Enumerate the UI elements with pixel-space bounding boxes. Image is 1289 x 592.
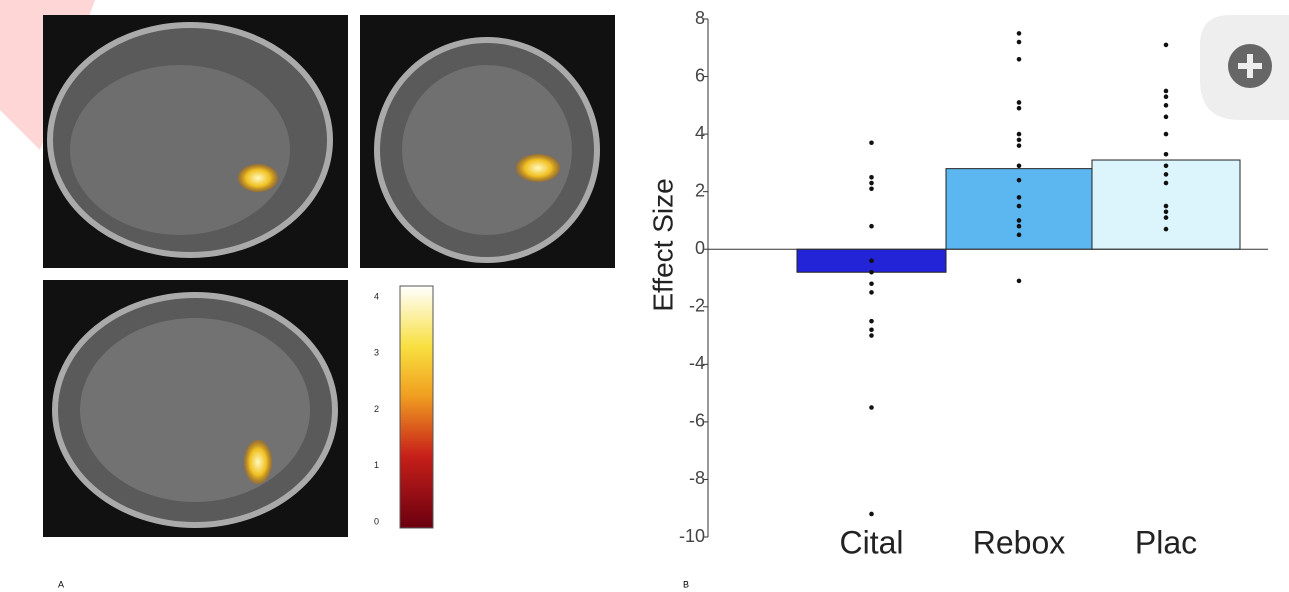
- data-point: [1017, 279, 1022, 284]
- data-point: [1164, 215, 1169, 220]
- data-point: [869, 258, 874, 263]
- x-tick-label: Rebox: [973, 524, 1066, 560]
- figure: A B Effect Size 0 1 2 3 4 -10 -8 -6 -4 -2 0 2 4 6 8 Cit…: [0, 0, 1289, 592]
- mri-sagittal: [43, 15, 348, 268]
- colorbar-tick-label: 3: [374, 348, 379, 358]
- mri-axial: [43, 280, 348, 537]
- y-tick-label: -10: [679, 526, 705, 546]
- colorbar-tick-label: 2: [374, 404, 379, 414]
- data-point: [1017, 57, 1022, 62]
- y-tick-label: 6: [695, 65, 705, 85]
- data-point: [869, 290, 874, 295]
- data-point: [1164, 152, 1169, 157]
- data-point: [869, 333, 874, 338]
- data-point: [1017, 143, 1022, 148]
- data-point: [1017, 224, 1022, 229]
- y-tick-label: -6: [689, 411, 705, 431]
- data-point: [1017, 31, 1022, 36]
- data-point: [1017, 40, 1022, 45]
- data-point: [869, 328, 874, 333]
- y-tick-label: 2: [695, 180, 705, 200]
- data-point: [869, 175, 874, 180]
- y-tick-label: 8: [695, 8, 705, 28]
- y-tick-label: 0: [695, 238, 705, 258]
- data-point: [869, 512, 874, 517]
- data-point: [1164, 43, 1169, 48]
- data-point: [1017, 132, 1022, 137]
- y-tick-label: -8: [689, 468, 705, 488]
- x-tick-label: Cital: [839, 524, 903, 560]
- data-point: [869, 405, 874, 410]
- data-point: [1164, 210, 1169, 215]
- y-axis-label: Effect Size: [647, 178, 678, 311]
- colorbar-tick-label: 1: [374, 460, 379, 470]
- y-tick-label: 4: [695, 123, 705, 143]
- data-point: [1017, 195, 1022, 200]
- data-point: [869, 224, 874, 229]
- data-point: [1164, 132, 1169, 137]
- data-point: [1017, 204, 1022, 209]
- y-tick-label: -2: [689, 296, 705, 316]
- data-point: [1164, 89, 1169, 94]
- data-point: [1164, 163, 1169, 168]
- data-point: [1164, 227, 1169, 232]
- data-point: [869, 281, 874, 286]
- mri-coronal: [360, 15, 615, 268]
- x-tick-label: Plac: [1135, 524, 1197, 560]
- data-point: [869, 181, 874, 186]
- data-point: [1017, 218, 1022, 223]
- panel-label: B: [683, 579, 689, 589]
- data-point: [1164, 103, 1169, 108]
- data-point: [1017, 178, 1022, 183]
- data-point: [1164, 94, 1169, 99]
- data-point: [869, 319, 874, 324]
- panel-label: A: [58, 579, 64, 589]
- data-point: [869, 186, 874, 191]
- data-point: [1164, 204, 1169, 209]
- data-point: [1017, 138, 1022, 143]
- data-point: [1164, 172, 1169, 177]
- y-tick-label: -4: [689, 353, 705, 373]
- data-point: [1164, 115, 1169, 120]
- data-point: [869, 270, 874, 275]
- data-point: [1017, 163, 1022, 168]
- colorbar-tick-label: 0: [374, 516, 379, 526]
- data-point: [1017, 106, 1022, 111]
- colorbar: [400, 286, 433, 528]
- data-point: [1017, 100, 1022, 105]
- data-point: [1164, 181, 1169, 186]
- colorbar-tick-label: 4: [374, 291, 379, 301]
- data-point: [1017, 233, 1022, 238]
- zoom-button[interactable]: [1200, 15, 1289, 120]
- data-point: [869, 140, 874, 145]
